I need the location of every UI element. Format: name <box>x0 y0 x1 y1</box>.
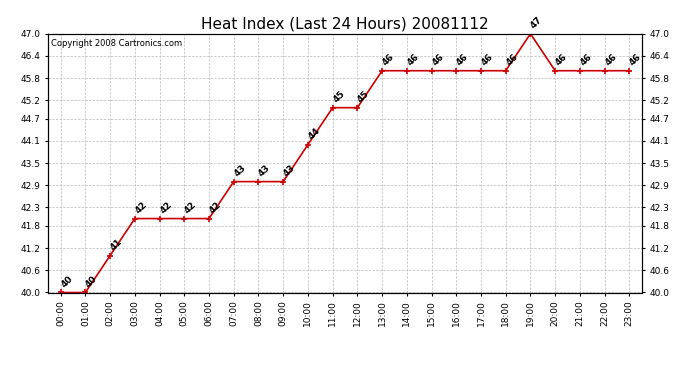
Text: Copyright 2008 Cartronics.com: Copyright 2008 Cartronics.com <box>51 39 182 48</box>
Text: 44: 44 <box>306 126 322 141</box>
Text: 40: 40 <box>59 274 75 289</box>
Text: 46: 46 <box>430 52 446 67</box>
Text: 45: 45 <box>331 89 346 104</box>
Text: 42: 42 <box>158 200 173 215</box>
Text: 42: 42 <box>133 200 149 215</box>
Text: 46: 46 <box>381 52 396 67</box>
Text: 42: 42 <box>208 200 223 215</box>
Text: 43: 43 <box>282 163 297 178</box>
Text: 46: 46 <box>480 52 495 67</box>
Text: 46: 46 <box>455 52 470 67</box>
Text: 41: 41 <box>109 237 124 252</box>
Text: 40: 40 <box>84 274 99 289</box>
Title: Heat Index (Last 24 Hours) 20081112: Heat Index (Last 24 Hours) 20081112 <box>201 16 489 31</box>
Text: 42: 42 <box>183 200 198 215</box>
Text: 46: 46 <box>406 52 421 67</box>
Text: 46: 46 <box>554 52 569 67</box>
Text: 43: 43 <box>257 163 273 178</box>
Text: 46: 46 <box>578 52 594 67</box>
Text: 43: 43 <box>233 163 248 178</box>
Text: 45: 45 <box>356 89 371 104</box>
Text: 46: 46 <box>628 52 643 67</box>
Text: 47: 47 <box>529 15 544 30</box>
Text: 46: 46 <box>504 52 520 67</box>
Text: 46: 46 <box>603 52 618 67</box>
